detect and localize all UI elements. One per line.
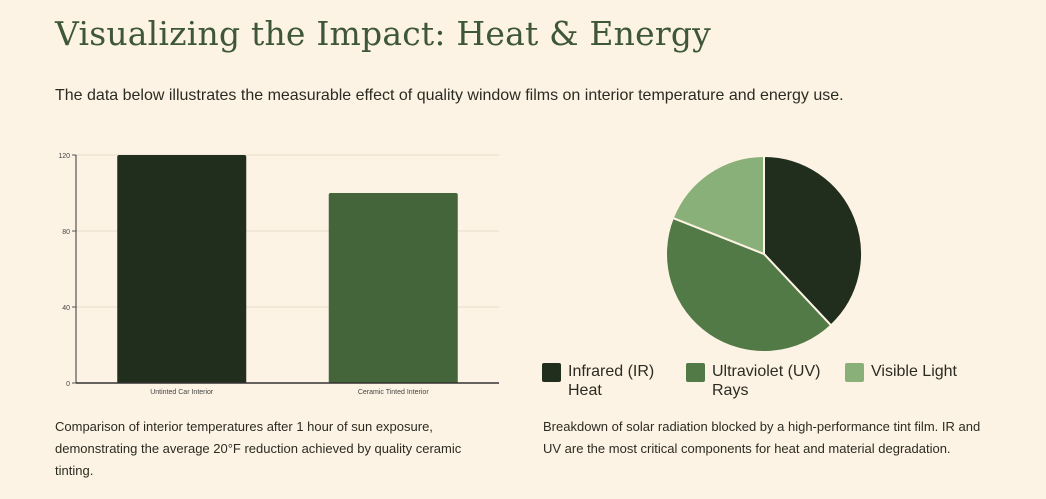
pie-slice-ir[interactable]	[763, 154, 863, 327]
legend-label-ir: Infrared (IR) Heat	[568, 363, 655, 399]
legend-swatch-visible-icon	[845, 363, 864, 382]
pie-legend: Infrared (IR) Heat Ultraviolet (UV) Rays…	[542, 362, 1012, 400]
page-subtitle: The data below illustrates the measurabl…	[55, 87, 844, 104]
temperature-bar-chart: 0 40 80 120 Untinted Car Interior Ceramic Tin…	[45, 145, 505, 400]
legend-item-ir[interactable]: Infrared (IR) Heat	[542, 362, 668, 400]
pie-chart-svg	[665, 154, 863, 353]
bar-chart-caption: Comparison of interior temperatures afte…	[55, 419, 462, 478]
y-tick-label: 40	[62, 305, 70, 312]
bar-tinted[interactable]	[328, 193, 458, 383]
bar-untinted[interactable]	[117, 155, 247, 383]
radiation-pie-chart	[540, 145, 1000, 405]
legend-label-visible: Visible Light	[871, 363, 957, 380]
pie-slice-visible[interactable]	[671, 154, 765, 256]
pie-slice-uv[interactable]	[665, 216, 833, 353]
x-tick-label: Untinted Car Interior	[150, 389, 214, 396]
legend-item-visible[interactable]: Visible Light	[845, 362, 957, 382]
y-tick-label: 80	[62, 229, 70, 236]
page-title: Visualizing the Impact: Heat & Energy	[55, 14, 712, 53]
legend-label-uv: Ultraviolet (UV) Rays	[712, 363, 821, 399]
legend-swatch-uv-icon	[686, 363, 705, 382]
legend-item-uv[interactable]: Ultraviolet (UV) Rays	[686, 362, 827, 400]
bar-chart-svg: 0 40 80 120 Untinted Car Interior Ceramic Tin…	[58, 153, 499, 396]
y-tick-label: 0	[66, 381, 70, 388]
pie-chart-caption: Breakdown of solar radiation blocked by …	[543, 419, 981, 456]
y-tick-label: 120	[58, 153, 70, 160]
x-tick-label: Ceramic Tinted Interior	[358, 389, 429, 396]
legend-swatch-ir-icon	[542, 363, 561, 382]
